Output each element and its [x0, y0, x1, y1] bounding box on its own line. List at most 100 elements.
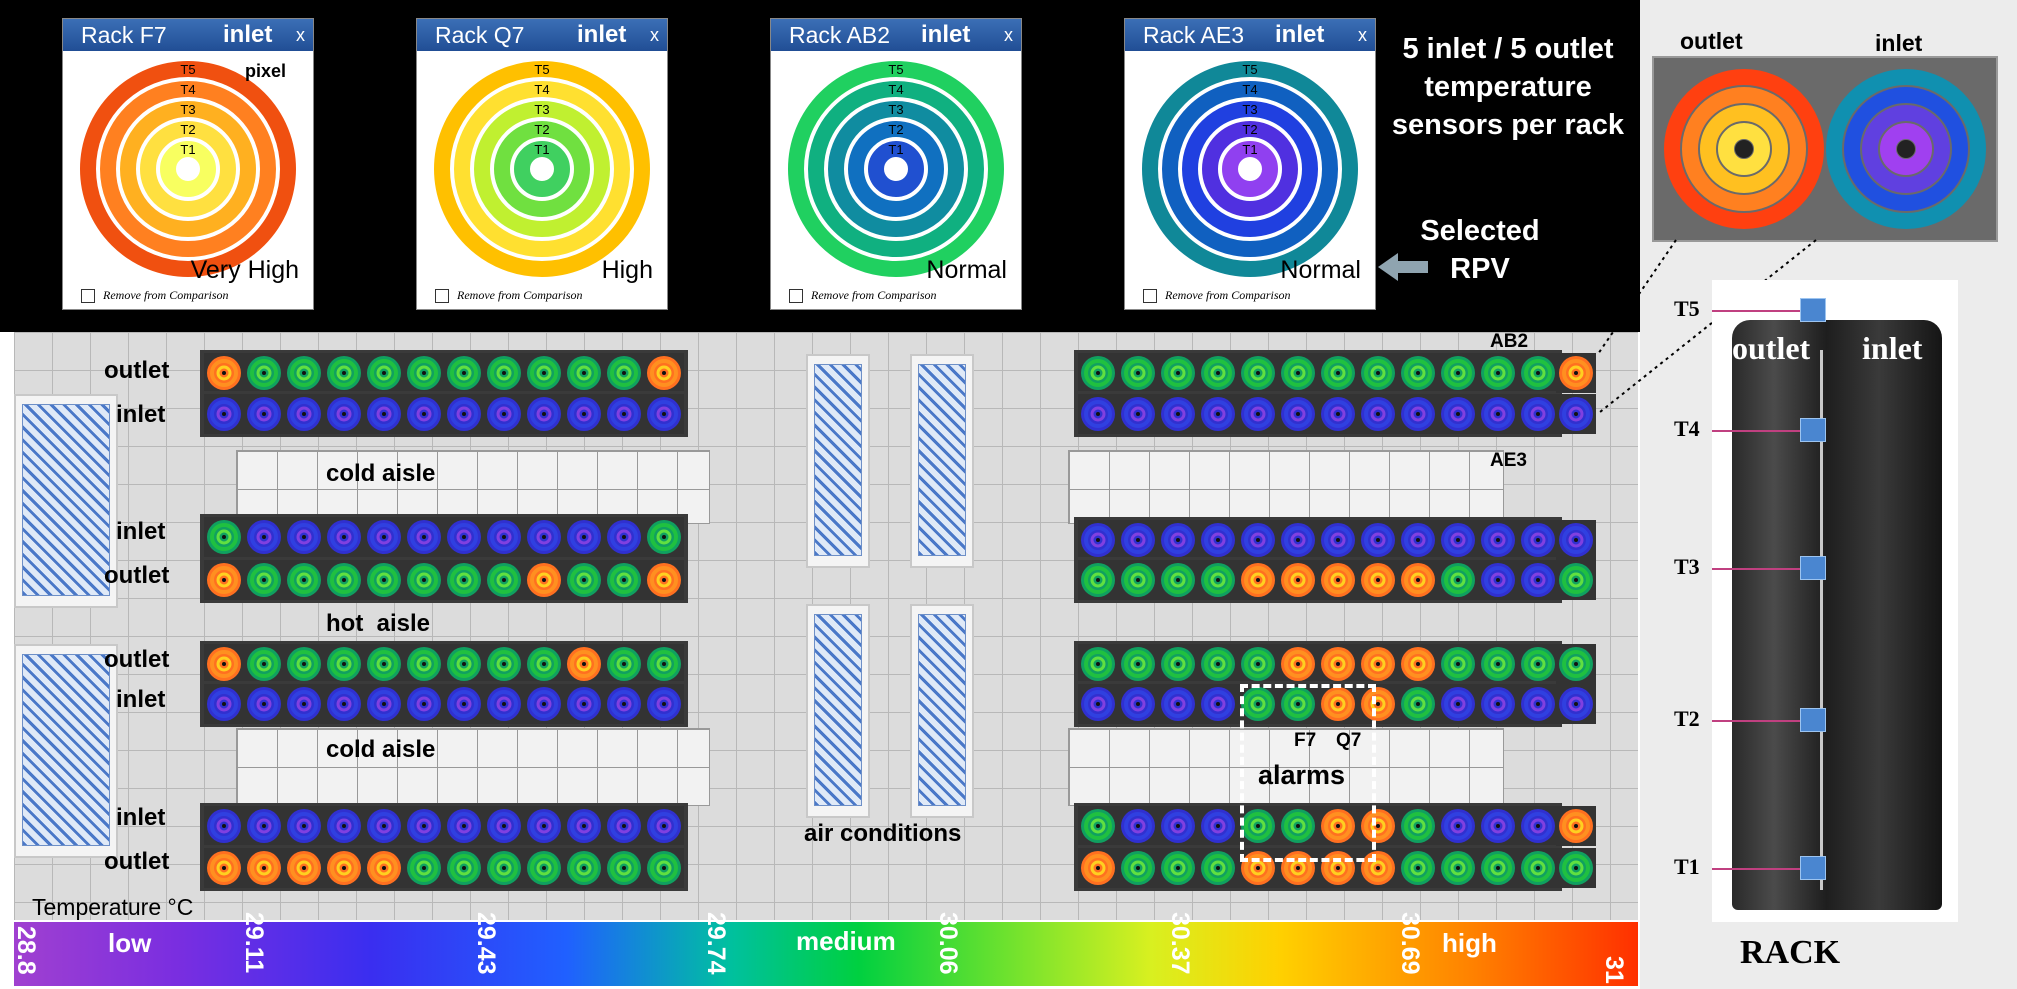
rpv-rings: T5 T4 T3 T2 T1	[771, 51, 1021, 309]
remove-from-comparison[interactable]: Remove from Comparison	[103, 288, 229, 302]
remove-from-comparison[interactable]: Remove from Comparison	[457, 288, 583, 302]
rack-sensor-disk	[484, 848, 524, 888]
rack-sensor-disk	[1278, 353, 1318, 393]
rack-door-line	[1820, 350, 1823, 890]
window-titlebar[interactable]: Rack AB2 inlet x	[771, 19, 1021, 51]
rack-sensor-disk	[284, 644, 324, 684]
rack-sensor-disk	[204, 560, 244, 600]
legend-medium: medium	[796, 926, 896, 956]
window-titlebar[interactable]: Rack Q7 inlet x	[417, 19, 667, 51]
rack-sensor-disk	[564, 684, 604, 724]
rack-sensor-disk	[1478, 644, 1518, 684]
end-rack-disk	[1556, 848, 1596, 888]
rpv-window-q7[interactable]: Rack Q7 inlet x T5 T4 T3 T2 T1 High Remove f…	[416, 18, 668, 310]
rack-sensor-disk	[1438, 644, 1478, 684]
sensor-box	[1800, 708, 1826, 732]
window-rack-name: Rack AE3	[1143, 22, 1244, 48]
rack-sensor-disk	[524, 353, 564, 393]
close-icon[interactable]: x	[296, 25, 305, 45]
sensor-box	[1800, 298, 1826, 322]
rack-sensor-disk	[204, 517, 244, 557]
legend-tick: 29.74	[702, 912, 730, 975]
end-rack-disk	[1556, 520, 1596, 560]
rack-sensor-disk	[364, 560, 404, 600]
window-titlebar[interactable]: Rack AE3 inlet x	[1125, 19, 1375, 51]
ring-center	[177, 158, 199, 180]
rack-sensor-disk	[1078, 353, 1118, 393]
selected-rpv-label: Selected RPV	[1420, 215, 1540, 285]
rpv-ring-chart: T5 T4 T3 T2 T1	[434, 61, 650, 277]
end-rack-disk	[1556, 644, 1596, 684]
rack-sensor-disk	[1398, 520, 1438, 560]
remove-checkbox[interactable]	[1143, 289, 1157, 303]
rack-sensor-disk	[404, 806, 444, 846]
rack-sensor-label: T5	[1674, 296, 1700, 321]
sensors-outlet-caption: outlet	[1732, 330, 1811, 366]
rack-sensor-disk	[524, 560, 564, 600]
rpv-window-ab2[interactable]: Rack AB2 inlet x T5 T4 T3 T2 T1 Normal Remov…	[770, 18, 1022, 310]
alarm-highlight[interactable]	[1240, 684, 1376, 862]
rack-sensor-disk	[364, 644, 404, 684]
sensor-label: T3	[534, 102, 549, 117]
floor-tiles	[1068, 728, 1504, 806]
rack-sensor-label: T3	[1674, 554, 1700, 579]
rack-sensor-disk	[644, 353, 684, 393]
rack-sensor-disk	[244, 353, 284, 393]
rack-sensor-disk	[1358, 684, 1398, 724]
zoomed-ring	[1700, 105, 1788, 193]
row-label: inlet	[116, 518, 166, 545]
rpv-ring-chart: T5 T4 T3 T2 T1	[1142, 61, 1358, 277]
remove-from-comparison[interactable]: Remove from Comparison	[1165, 288, 1291, 302]
rack-sensor-disk	[604, 684, 644, 724]
remove-checkbox[interactable]	[81, 289, 95, 303]
legend-tick: 29.43	[472, 912, 500, 975]
rack-sensor-disk	[1158, 644, 1198, 684]
rack-sensor-disk	[604, 806, 644, 846]
rack-sensor-disk	[1118, 806, 1158, 846]
rpv-window-f7[interactable]: Rack F7 inlet x T5 T4 T3 T2 T1 pixel Very Hi…	[62, 18, 314, 310]
sensor-ring	[514, 141, 570, 197]
rack-sensor-disk	[444, 560, 484, 600]
rack-sensor-disk	[604, 560, 644, 600]
remove-checkbox[interactable]	[435, 289, 449, 303]
rack-sensor-disk	[1158, 353, 1198, 393]
close-icon[interactable]: x	[650, 25, 659, 45]
remove-from-comparison[interactable]: Remove from Comparison	[811, 288, 937, 302]
rack-sensor-disk	[244, 517, 284, 557]
rack-sensor-disk	[204, 353, 244, 393]
temperature-color-scale	[14, 922, 1638, 986]
rack-sensor-disk	[1078, 806, 1118, 846]
rack-sensor-disk	[644, 684, 684, 724]
air-conditioner-unit	[910, 604, 974, 818]
sensor-ring	[434, 61, 650, 277]
rack-sensor-disk	[364, 806, 404, 846]
row-label: outlet	[104, 562, 170, 589]
rack-sensor-disk	[444, 806, 484, 846]
rack-sensor-disk	[604, 394, 644, 434]
rack-sensor-disk	[204, 848, 244, 888]
rack-sensor-disk	[204, 684, 244, 724]
rack-sensor-disk	[1078, 644, 1118, 684]
rack-sensor-disk	[524, 394, 564, 434]
rack-sensor-disk	[1518, 353, 1558, 393]
rack-sensor-disk	[1158, 684, 1198, 724]
rack-sensor-disk	[484, 517, 524, 557]
rack-sensor-disk	[1518, 520, 1558, 560]
rack-sensor-disk	[1198, 684, 1238, 724]
rack-sensor-disk	[1398, 806, 1438, 846]
zoomed-ring	[1844, 87, 1968, 211]
sensor-ring	[788, 61, 1004, 277]
ring-center	[885, 158, 907, 180]
rack-sensor-disk	[1238, 520, 1278, 560]
rack-sensor-disk	[1438, 848, 1478, 888]
legend-tick: 28.8	[12, 926, 40, 975]
rpv-window-ae3[interactable]: Rack AE3 inlet x T5 T4 T3 T2 T1 Normal Remov…	[1124, 18, 1376, 310]
remove-checkbox[interactable]	[789, 289, 803, 303]
close-icon[interactable]: x	[1004, 25, 1013, 45]
rack-sensor-disk	[1398, 560, 1438, 600]
close-icon[interactable]: x	[1358, 25, 1367, 45]
window-titlebar[interactable]: Rack F7 inlet x	[63, 19, 313, 51]
rack-sensor-disk	[1238, 806, 1278, 846]
